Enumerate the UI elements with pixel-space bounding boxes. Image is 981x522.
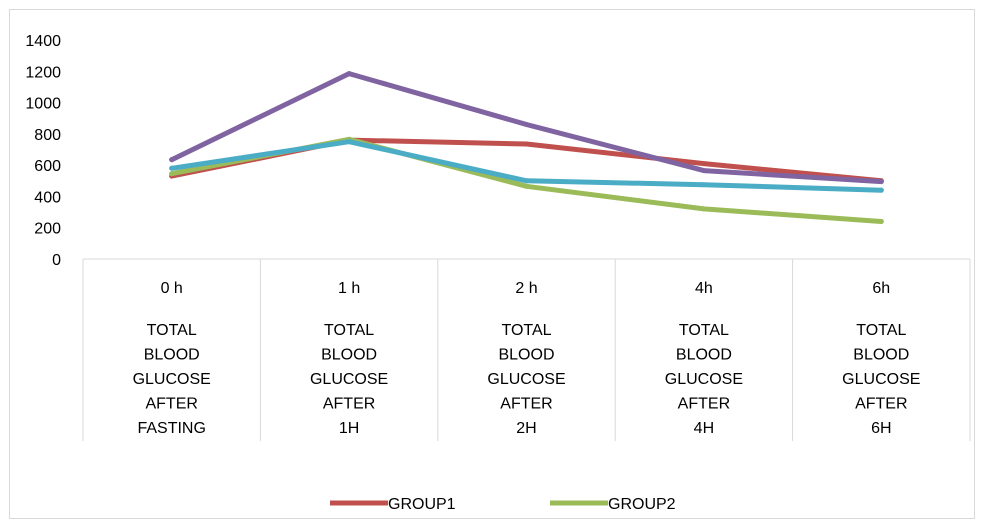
y-tick-label: 1400 [25,33,61,50]
legend-label: GROUP1 [388,496,456,513]
data-point [169,166,174,171]
y-tick-label: 400 [34,189,61,206]
category-label: 4h [695,280,713,297]
category-sublabel: TOTAL [147,322,197,339]
category-sublabel: TOTAL [324,322,374,339]
data-point [879,179,884,184]
data-point [701,182,706,187]
category-sublabel: TOTAL [679,322,729,339]
data-point [701,161,706,166]
category-sublabel: TOTAL [501,322,551,339]
category-sublabel: GLUCOSE [842,371,920,388]
data-point [169,171,174,176]
category-sublabel: BLOOD [321,347,377,364]
category-sublabel: GLUCOSE [133,371,211,388]
category-sublabel: 1H [339,420,359,437]
category-sublabel: AFTER [500,396,552,413]
legend-label: GROUP2 [608,496,676,513]
category-sublabel: BLOOD [498,347,554,364]
category-sublabel: GLUCOSE [310,371,388,388]
y-tick-label: 600 [34,158,61,175]
data-point [524,184,529,189]
category-sublabel: GLUCOSE [665,371,743,388]
category-sublabel: 4H [694,420,714,437]
category-sublabel: FASTING [137,420,205,437]
category-sublabel: BLOOD [676,347,732,364]
data-point [524,142,529,147]
data-point [701,168,706,173]
category-sublabel: TOTAL [856,322,906,339]
category-label: 6h [872,280,890,297]
category-label: 1 h [338,280,360,297]
y-tick-label: 0 [52,252,61,269]
data-point [879,219,884,224]
category-sublabel: BLOOD [144,347,200,364]
series-line-unnamed-2 [172,74,882,182]
category-sublabel: 6H [871,420,891,437]
y-tick-label: 1200 [25,64,61,81]
category-label: 0 h [161,280,183,297]
category-label: 2 h [515,280,537,297]
y-tick-label: 1000 [25,96,61,113]
category-sublabel: 2H [516,420,536,437]
data-point [347,71,352,76]
data-point [524,122,529,127]
data-point [701,206,706,211]
data-point [524,178,529,183]
data-point [347,139,352,144]
y-tick-label: 200 [34,221,61,238]
data-point [879,188,884,193]
y-tick-label: 800 [34,127,61,144]
category-sublabel: AFTER [145,396,197,413]
category-sublabel: BLOOD [853,347,909,364]
category-sublabel: GLUCOSE [487,371,565,388]
data-point [169,157,174,162]
category-sublabel: AFTER [678,396,730,413]
category-sublabel: AFTER [855,396,907,413]
category-sublabel: AFTER [323,396,375,413]
